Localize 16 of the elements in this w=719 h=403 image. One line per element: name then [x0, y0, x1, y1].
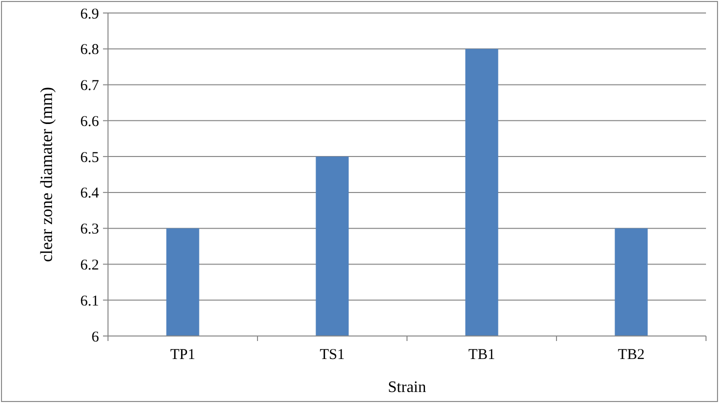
y-tick-label: 6.9	[80, 6, 99, 22]
y-tick-label: 6.7	[80, 78, 100, 94]
y-tick-label: 6.5	[80, 150, 99, 166]
x-tick-label: TP1	[170, 347, 196, 363]
x-tick-label: TS1	[320, 347, 345, 363]
x-tick-label: TB2	[618, 347, 645, 363]
y-tick-label: 6.8	[80, 42, 99, 58]
y-axis-title: clear zone diamater (mm)	[37, 86, 56, 262]
y-tick-label: 6	[92, 329, 100, 346]
x-axis-title: Strain	[388, 379, 426, 396]
y-tick-label: 6.2	[80, 257, 99, 274]
y-tick-label: 6.1	[80, 293, 99, 310]
y-tick-label: 6.4	[80, 186, 100, 202]
y-tick-label: 6.6	[80, 114, 100, 130]
x-tick-label: TB1	[468, 347, 496, 363]
y-tick-label: 6.3	[80, 222, 99, 238]
